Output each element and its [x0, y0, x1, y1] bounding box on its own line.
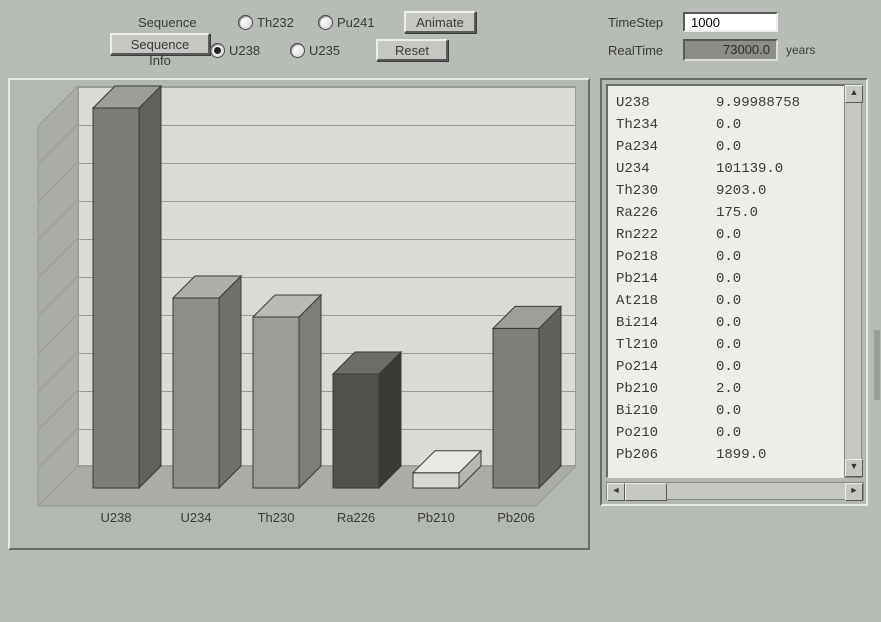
chart-xlabel: Pb210 — [401, 510, 471, 525]
sequence-label: Sequence — [110, 15, 238, 30]
decay-chart: U238 U234 Th230 Ra226 Pb210 Pb206 — [8, 78, 590, 550]
log-value: 0.0 — [716, 422, 837, 444]
log-isotope: Ra226 — [616, 202, 716, 224]
log-row[interactable]: Th2309203.0 — [616, 180, 837, 202]
scroll-right-icon[interactable]: ► — [845, 483, 863, 501]
realtime-unit: years — [786, 43, 815, 57]
scroll-thumb[interactable] — [625, 483, 667, 501]
sequence-info-button[interactable]: Sequence Info — [110, 33, 210, 55]
log-isotope: Th234 — [616, 114, 716, 136]
log-isotope: Po214 — [616, 356, 716, 378]
radio-u238[interactable]: U238 — [210, 43, 290, 58]
log-value: 101139.0 — [716, 158, 837, 180]
log-horizontal-scrollbar[interactable]: ◄ ► — [606, 482, 864, 500]
log-value: 0.0 — [716, 246, 837, 268]
radio-u235[interactable]: U235 — [290, 43, 370, 58]
log-isotope: Tl210 — [616, 334, 716, 356]
log-isotope: Pb210 — [616, 378, 716, 400]
log-row[interactable]: At2180.0 — [616, 290, 837, 312]
reset-button[interactable]: Reset — [376, 39, 448, 61]
log-row[interactable]: Pb2102.0 — [616, 378, 837, 400]
log-isotope: Th230 — [616, 180, 716, 202]
log-isotope: Po210 — [616, 422, 716, 444]
radio-dot-icon — [318, 15, 333, 30]
log-row[interactable]: U2389.99988758 — [616, 92, 837, 114]
log-row[interactable]: Bi2100.0 — [616, 400, 837, 422]
radio-pu241-label: Pu241 — [337, 15, 375, 30]
radio-pu241[interactable]: Pu241 — [318, 15, 398, 30]
log-value: 175.0 — [716, 202, 837, 224]
chart-floor — [38, 466, 616, 506]
realtime-label: RealTime — [608, 43, 683, 58]
chart-plot-area — [38, 86, 576, 486]
log-row[interactable]: Pb2061899.0 — [616, 444, 837, 466]
log-isotope: Pa234 — [616, 136, 716, 158]
scroll-down-icon[interactable]: ▼ — [845, 459, 863, 477]
radio-u235-label: U235 — [309, 43, 340, 58]
chart-xlabel: U238 — [81, 510, 151, 525]
log-isotope: Bi210 — [616, 400, 716, 422]
log-row[interactable]: Po2100.0 — [616, 422, 837, 444]
chart-xlabel: Ra226 — [321, 510, 391, 525]
log-value: 0.0 — [716, 224, 837, 246]
sequence-controls: Sequence Th232 Pu241 Animate Sequence In… — [110, 8, 500, 64]
log-isotope: Pb214 — [616, 268, 716, 290]
animate-button[interactable]: Animate — [404, 11, 476, 33]
log-value: 0.0 — [716, 356, 837, 378]
chart-xlabel: U234 — [161, 510, 231, 525]
log-row[interactable]: Ra226175.0 — [616, 202, 837, 224]
log-row[interactable]: Pb2140.0 — [616, 268, 837, 290]
log-row[interactable]: Rn2220.0 — [616, 224, 837, 246]
log-value: 0.0 — [716, 334, 837, 356]
log-value: 0.0 — [716, 114, 837, 136]
log-isotope: Po218 — [616, 246, 716, 268]
isotope-log-list[interactable]: U2389.99988758Th2340.0Pa2340.0U234101139… — [606, 84, 846, 478]
radio-dot-icon — [238, 15, 253, 30]
radio-dot-icon — [290, 43, 305, 58]
log-row[interactable]: Bi2140.0 — [616, 312, 837, 334]
log-value: 0.0 — [716, 136, 837, 158]
log-isotope: Bi214 — [616, 312, 716, 334]
log-isotope: U238 — [616, 92, 716, 114]
log-row[interactable]: Tl2100.0 — [616, 334, 837, 356]
isotope-log: U2389.99988758Th2340.0Pa2340.0U234101139… — [600, 78, 868, 506]
scroll-up-icon[interactable]: ▲ — [845, 85, 863, 103]
radio-th232[interactable]: Th232 — [238, 15, 318, 30]
log-value: 2.0 — [716, 378, 837, 400]
log-isotope: Pb206 — [616, 444, 716, 466]
log-value: 9.99988758 — [716, 92, 837, 114]
radio-dot-icon — [210, 43, 225, 58]
app-root: Sequence Th232 Pu241 Animate Sequence In… — [0, 0, 881, 622]
log-isotope: U234 — [616, 158, 716, 180]
radio-u238-label: U238 — [229, 43, 260, 58]
log-vertical-scrollbar[interactable]: ▲ ▼ — [844, 84, 862, 478]
realtime-display: 73000.0 — [683, 39, 778, 61]
chart-sidewall — [38, 86, 78, 506]
log-value: 0.0 — [716, 400, 837, 422]
log-value: 0.0 — [716, 268, 837, 290]
radio-th232-label: Th232 — [257, 15, 294, 30]
chart-xlabel: Pb206 — [481, 510, 551, 525]
log-row[interactable]: U234101139.0 — [616, 158, 837, 180]
timestep-label: TimeStep — [608, 15, 683, 30]
log-row[interactable]: Pa2340.0 — [616, 136, 837, 158]
log-row[interactable]: Po2180.0 — [616, 246, 837, 268]
chart-xaxis: U238 U234 Th230 Ra226 Pb210 Pb206 — [38, 510, 576, 540]
stray-edge — [874, 330, 880, 400]
log-value: 0.0 — [716, 312, 837, 334]
log-isotope: Rn222 — [616, 224, 716, 246]
time-panel: TimeStep RealTime 73000.0 years — [608, 8, 873, 64]
log-row[interactable]: Po2140.0 — [616, 356, 837, 378]
log-value: 9203.0 — [716, 180, 837, 202]
log-isotope: At218 — [616, 290, 716, 312]
chart-backwall — [78, 86, 576, 466]
log-value: 1899.0 — [716, 444, 837, 466]
log-value: 0.0 — [716, 290, 837, 312]
timestep-input[interactable] — [683, 12, 778, 32]
chart-xlabel: Th230 — [241, 510, 311, 525]
scroll-left-icon[interactable]: ◄ — [607, 483, 625, 501]
log-row[interactable]: Th2340.0 — [616, 114, 837, 136]
